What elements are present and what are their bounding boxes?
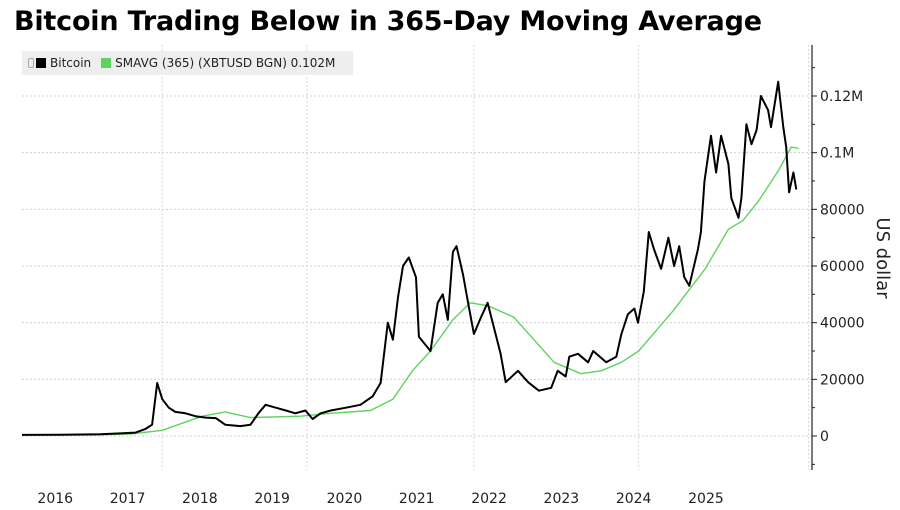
legend-swatch-smavg [101, 58, 112, 68]
y-tick-label: 60000 [820, 259, 865, 275]
x-tick-label: 2021 [399, 491, 435, 507]
legend-item-bitcoin[interactable]: Bitcoin [28, 56, 91, 70]
legend-label-bitcoin: Bitcoin [50, 56, 92, 70]
legend-label-smavg: SMAVG (365) (XBTUSD BGN) 0.102M [115, 56, 336, 70]
smavg-365-line [21, 146, 799, 436]
x-tick-label: 2017 [110, 491, 146, 507]
bitcoin-price-line [21, 80, 798, 436]
y-tick-label: 0.12M [820, 89, 863, 105]
y-tick-label: 80000 [820, 202, 865, 218]
x-tick-label: 2023 [544, 491, 580, 507]
x-tick-label: 2018 [182, 491, 218, 507]
legend-swatch-bitcoin [36, 58, 46, 68]
x-tick-label: 2016 [37, 491, 73, 507]
legend: Bitcoin SMAVG (365) (XBTUSD BGN) 0.102M [22, 51, 354, 75]
pin-icon [28, 58, 34, 68]
x-tick-label: 2019 [254, 491, 290, 507]
legend-item-smavg[interactable]: SMAVG (365) (XBTUSD BGN) 0.102M [101, 56, 335, 70]
y-tick-label: 20000 [820, 372, 865, 388]
x-tick-label: 2025 [688, 491, 724, 507]
y-tick-label: 0 [820, 429, 829, 445]
x-tick-label: 2022 [471, 491, 507, 507]
chart-title: Bitcoin Trading Below in 365-Day Moving … [14, 6, 762, 37]
y-axis-label: US dollar [872, 217, 893, 299]
x-tick-label: 2024 [616, 491, 652, 507]
y-tick-label: 40000 [820, 316, 865, 332]
x-tick-label: 2020 [327, 491, 363, 507]
y-tick-label: 0.1M [820, 146, 854, 162]
